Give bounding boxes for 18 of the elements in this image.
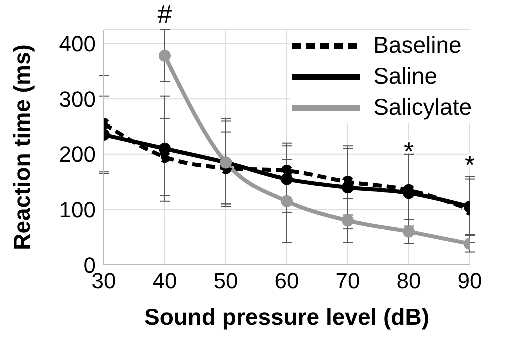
- legend-label: Baseline: [374, 31, 462, 60]
- x-tick-label: 80: [396, 268, 422, 294]
- y-tick-label: 200: [59, 142, 96, 168]
- legend-label: Salicylate: [374, 93, 472, 122]
- y-tick-label: 300: [59, 86, 96, 112]
- x-tick-label: 40: [152, 268, 178, 294]
- x-tick-label: 60: [274, 268, 300, 294]
- x-tick-label: 90: [458, 268, 482, 294]
- x-tick-label: 70: [336, 268, 360, 294]
- x-tick-label: 50: [214, 268, 238, 294]
- y-tick-label: 400: [59, 32, 96, 57]
- y-axis-title: Reaction time (ms): [9, 44, 36, 250]
- x-axis-title: Sound pressure level (dB): [144, 304, 430, 330]
- y-tick-label: 100: [59, 198, 96, 223]
- annotation: *: [404, 136, 414, 166]
- annotation: #: [158, 0, 173, 30]
- annotation: *: [464, 150, 476, 180]
- legend-label: Saline: [374, 62, 438, 91]
